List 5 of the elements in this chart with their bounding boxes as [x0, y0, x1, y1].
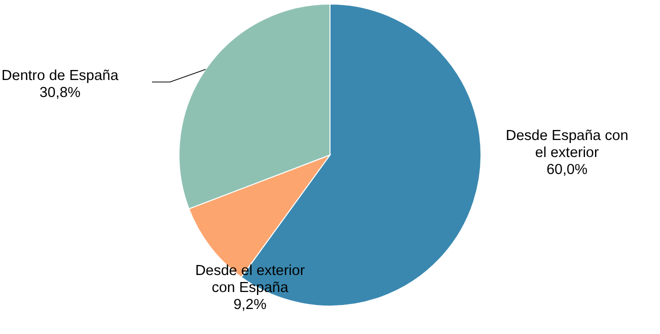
data-label: 9,2% — [233, 297, 267, 313]
slice-label: Desde España con el exterior — [506, 128, 628, 161]
data-label: 60,0% — [546, 162, 588, 178]
data-label: 30,8% — [39, 85, 81, 101]
slice-label: Dentro de España — [2, 68, 120, 84]
